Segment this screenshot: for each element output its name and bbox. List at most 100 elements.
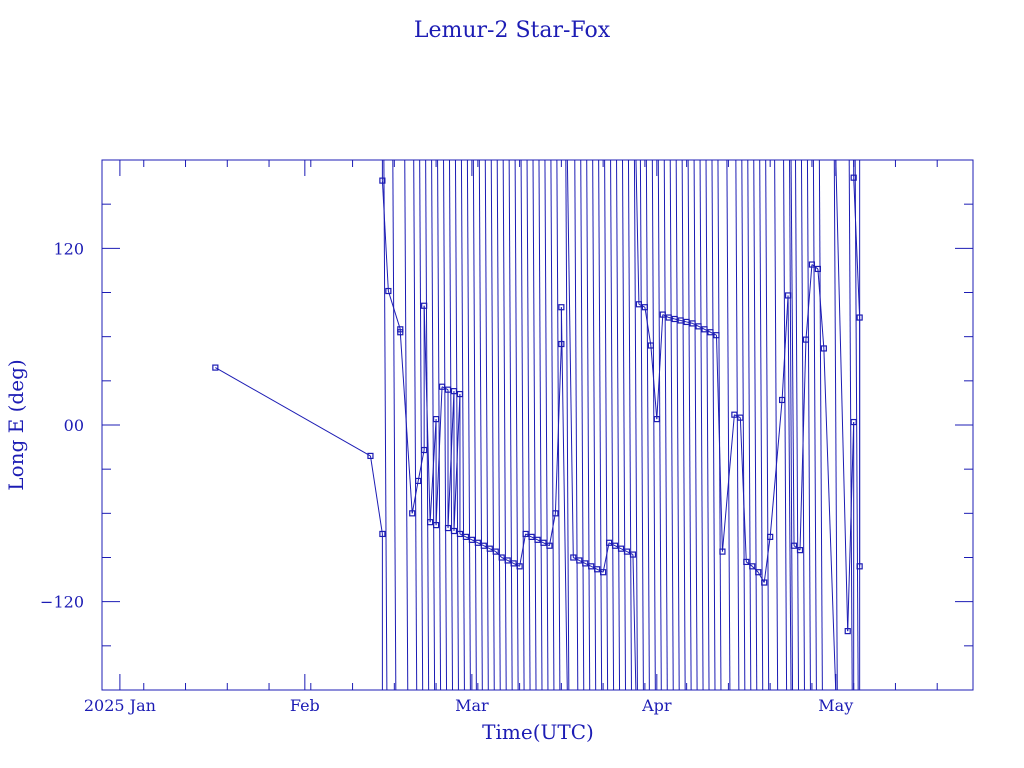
- data-point: [707, 329, 714, 336]
- orbit-pass: [622, 160, 627, 690]
- orbit-pass: [833, 160, 838, 690]
- orbit-pass: [627, 160, 632, 690]
- orbit-pass: [466, 160, 471, 690]
- data-point: [415, 477, 422, 485]
- data-point: [695, 323, 702, 330]
- orbit-pass: [472, 160, 477, 690]
- orbit-pass: [687, 160, 692, 690]
- data-point: [379, 177, 386, 184]
- data-point: [510, 560, 517, 567]
- orbit-pass: [645, 160, 650, 690]
- data-point: [713, 332, 720, 339]
- orbit-pass: [454, 160, 459, 690]
- data-point: [677, 317, 684, 324]
- data-point: [534, 536, 541, 543]
- orbit-pass: [812, 160, 817, 690]
- track-wrap-segment: [787, 295, 792, 690]
- track-segment: [644, 307, 652, 346]
- track-segment: [757, 571, 765, 583]
- data-point: [814, 265, 821, 273]
- track-wrap-segment: [835, 160, 849, 632]
- orbit-pass: [413, 160, 418, 690]
- track-wrap-segment: [823, 348, 837, 690]
- orbit-pass: [651, 160, 656, 690]
- orbit-pass: [747, 160, 752, 690]
- data-point: [421, 446, 428, 454]
- track-segment: [215, 367, 371, 457]
- track-segment: [763, 536, 771, 583]
- track-wrap-segment: [560, 307, 568, 690]
- data-point: [731, 411, 738, 418]
- orbit-pass: [818, 160, 823, 690]
- y-axis-label: Long E (deg): [4, 359, 28, 490]
- data-point: [808, 261, 816, 268]
- data-point: [409, 510, 416, 517]
- orbit-pass: [574, 160, 579, 690]
- orbit-pass: [675, 160, 680, 690]
- data-point: [689, 320, 696, 327]
- data-point: [558, 340, 565, 348]
- data-point: [462, 533, 470, 540]
- data-point: [474, 539, 481, 546]
- x-tick-label: Mar: [455, 696, 489, 715]
- data-point: [784, 292, 792, 299]
- data-point: [665, 314, 672, 321]
- data-point: [617, 545, 625, 552]
- orbit-pass: [783, 160, 788, 690]
- data-point: [767, 533, 774, 540]
- orbit-pass: [544, 160, 549, 690]
- orbit-pass: [711, 160, 716, 690]
- track-wrap-segment: [566, 160, 574, 558]
- data-point: [552, 510, 559, 517]
- x-tick-labels: 2025 Jan Feb Mar Apr May: [84, 696, 853, 715]
- data-point: [749, 563, 756, 570]
- chart-title: Lemur-2 Star-Fox: [414, 18, 611, 43]
- x-tick-label: 2025 Jan: [84, 696, 156, 715]
- data-point: [844, 628, 851, 635]
- data-point: [641, 304, 648, 311]
- orbit-pass: [598, 160, 603, 690]
- orbit-pass: [663, 160, 668, 690]
- orbit-pass: [532, 160, 537, 690]
- data-point: [444, 386, 452, 393]
- data-point: [701, 326, 708, 333]
- orbit-pass: [508, 160, 513, 690]
- orbit-pass: [383, 160, 388, 690]
- data-point: [611, 542, 619, 549]
- data-point: [379, 530, 386, 538]
- track-segment: [519, 533, 527, 567]
- orbit-pass: [550, 160, 555, 690]
- orbit-pass: [726, 160, 731, 690]
- orbit-pass: [592, 160, 597, 690]
- orbit-pass: [717, 160, 722, 690]
- data-point: [778, 396, 786, 404]
- orbit-pass: [425, 160, 430, 690]
- orbit-pass: [669, 160, 674, 690]
- data-point: [486, 545, 493, 552]
- track-segment: [853, 177, 861, 318]
- orbit-pass: [586, 160, 591, 690]
- data-point: [653, 416, 660, 423]
- track-wrap-segment: [632, 554, 637, 690]
- orbit-pass: [705, 160, 710, 690]
- data-point: [558, 304, 565, 311]
- data-point: [623, 548, 631, 555]
- data-point: [498, 554, 505, 561]
- data-point: [856, 563, 863, 570]
- data-point: [504, 557, 511, 564]
- data-point: [516, 563, 523, 570]
- track-segment: [805, 264, 813, 340]
- data-point: [456, 530, 464, 538]
- data-point: [528, 533, 535, 540]
- orbit-pass: [741, 160, 746, 690]
- data-point: [385, 287, 392, 295]
- plot-area: [212, 160, 863, 690]
- data-point: [522, 530, 529, 538]
- data-point: [492, 548, 499, 555]
- orbit-pass: [765, 160, 770, 690]
- data-point: [790, 542, 798, 549]
- y-tick-label: −120: [40, 593, 84, 612]
- orbit-pass: [514, 160, 519, 690]
- data-point: [629, 551, 637, 558]
- orbit-pass: [616, 160, 621, 690]
